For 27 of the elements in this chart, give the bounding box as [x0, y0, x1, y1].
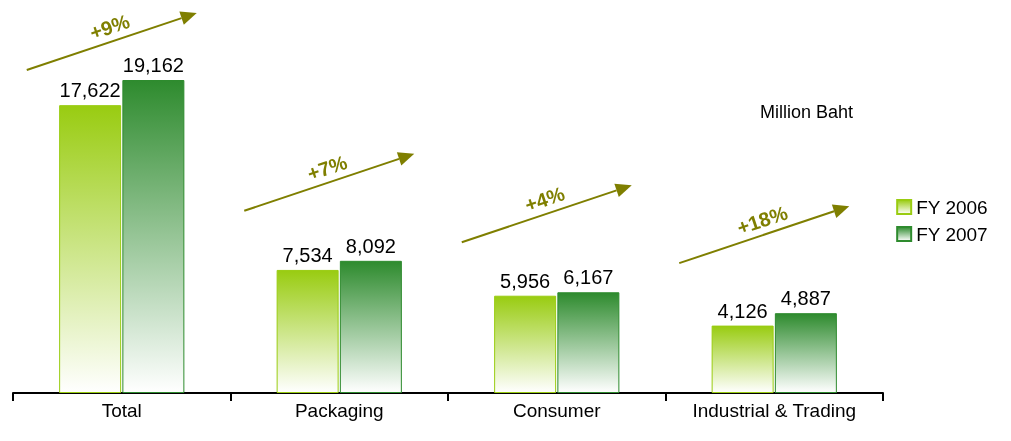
x-tick-label: Industrial & Trading	[692, 400, 857, 421]
legend-label: FY 2006	[916, 196, 988, 218]
data-label: 4,126	[717, 299, 768, 322]
bar	[774, 313, 837, 393]
bar	[339, 260, 402, 393]
bar	[557, 292, 620, 393]
data-label: 4,887	[780, 287, 831, 310]
x-tick-label: Total	[101, 400, 142, 421]
data-label: 5,956	[500, 269, 551, 292]
annotation: +7%	[304, 150, 351, 185]
annotation: +4%	[522, 182, 568, 217]
bar	[494, 295, 557, 393]
text: +9%	[87, 10, 133, 44]
x-tick-label: Consumer	[512, 400, 602, 421]
bar	[122, 80, 185, 393]
annotation: Million Baht	[759, 102, 854, 122]
annotation: +18%	[734, 201, 791, 239]
bar	[59, 105, 122, 393]
data-label: 6,167	[563, 266, 614, 289]
x-tick-label: Packaging	[294, 400, 384, 421]
data-label: 19,162	[122, 54, 184, 76]
bar	[276, 269, 339, 393]
data-label: 17,622	[59, 79, 121, 102]
bar	[711, 325, 774, 393]
data-label: 8,092	[345, 234, 396, 257]
data-label: 7,534	[282, 243, 333, 266]
legend-label: FY 2007	[916, 223, 988, 245]
